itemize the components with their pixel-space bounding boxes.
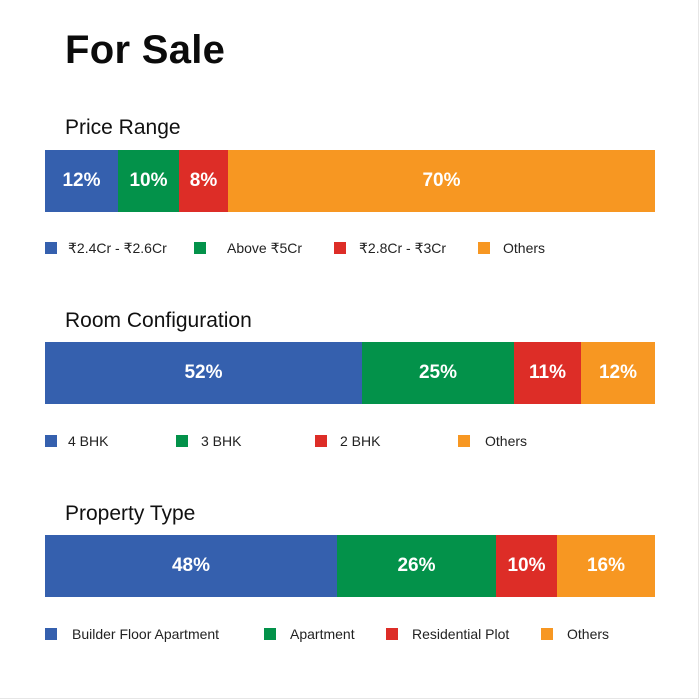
legend-item: ₹2.4Cr - ₹2.6Cr [45, 240, 167, 256]
legend-label: Others [567, 626, 610, 642]
legend-swatch-red [334, 242, 346, 254]
price-range-segment-2: 10% [118, 150, 179, 212]
price-range-bar: 12% 10% 8% 70% [45, 150, 655, 212]
legend-item: Above ₹5Cr [194, 240, 302, 256]
legend-swatch-orange [541, 628, 553, 640]
legend-swatch-green [176, 435, 188, 447]
legend-item: Residential Plot [386, 626, 509, 642]
legend-item: ₹2.8Cr - ₹3Cr [334, 240, 446, 256]
legend-swatch-green [264, 628, 276, 640]
section-title-room-configuration: Room Configuration [65, 309, 252, 332]
legend-item: 2 BHK [315, 433, 380, 449]
property-type-bar: 48% 26% 10% 16% [45, 535, 655, 597]
legend-label: Others [485, 433, 528, 449]
legend-item: Builder Floor Apartment [45, 626, 219, 642]
legend-item: Others [478, 240, 545, 256]
legend-label: 4 BHK [68, 433, 109, 449]
section-title-price-range: Price Range [65, 116, 181, 139]
legend-label: Above ₹5Cr [227, 240, 303, 256]
price-range-segment-1: 12% [45, 150, 118, 212]
legend-label: ₹2.8Cr - ₹3Cr [359, 240, 447, 256]
legend-swatch-orange [478, 242, 490, 254]
legend-swatch-blue [45, 435, 57, 447]
legend-swatch-red [386, 628, 398, 640]
legend-swatch-blue [45, 242, 57, 254]
room-configuration-segment-3: 11% [514, 342, 581, 404]
property-type-segment-1: 48% [45, 535, 337, 597]
legend-item: 4 BHK [45, 433, 108, 449]
legend-label: ₹2.4Cr - ₹2.6Cr [68, 240, 167, 256]
legend-item: Others [458, 433, 527, 449]
property-type-segment-3: 10% [496, 535, 557, 597]
room-configuration-segment-4: 12% [581, 342, 655, 404]
property-type-segment-4: 16% [557, 535, 655, 597]
price-range-segment-4: 70% [228, 150, 655, 212]
legend-swatch-orange [458, 435, 470, 447]
room-configuration-segment-2: 25% [362, 342, 514, 404]
section-title-property-type: Property Type [65, 502, 196, 525]
room-configuration-segment-1: 52% [45, 342, 362, 404]
legend-item: Apartment [264, 626, 355, 642]
property-type-segment-2: 26% [337, 535, 496, 597]
legend-label: Residential Plot [412, 626, 510, 642]
legend-item: Others [541, 626, 609, 642]
legend-label: 2 BHK [340, 433, 381, 449]
price-range-segment-3: 8% [179, 150, 228, 212]
legend-label: Others [503, 240, 546, 256]
page-title: For Sale [65, 28, 226, 72]
room-configuration-bar: 52% 25% 11% 12% [45, 342, 655, 404]
legend-label: Builder Floor Apartment [72, 626, 220, 642]
legend-swatch-red [315, 435, 327, 447]
legend-label: 3 BHK [201, 433, 242, 449]
legend-item: 3 BHK [176, 433, 241, 449]
legend-label: Apartment [290, 626, 355, 642]
legend-swatch-green [194, 242, 206, 254]
legend-swatch-blue [45, 628, 57, 640]
